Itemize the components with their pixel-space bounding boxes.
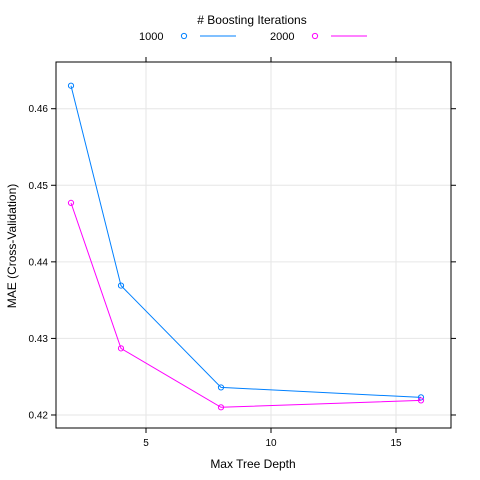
y-tick-label: 0.44 [29,257,49,268]
y-axis-label: MAE (Cross-Validation) [5,184,19,308]
y-tick-label: 0.43 [29,334,49,345]
legend-marker-2000 [311,32,319,40]
data-point-2000 [217,404,225,411]
y-tick-label: 0.42 [29,410,49,421]
legend-label-1000: 1000 [139,31,163,43]
series-layer [67,82,425,411]
data-point-1000 [117,282,125,289]
plot-frame [55,61,452,429]
series-line-1000 [70,85,422,398]
legend-label-2000: 2000 [270,31,294,43]
data-point-1000 [417,394,425,401]
legend: 1000 2000 [139,31,367,43]
data-point-1000 [67,82,75,89]
x-tick-label: 5 [143,438,149,449]
grid-lines [56,62,451,428]
data-point-2000 [417,397,425,404]
data-point-2000 [117,345,125,352]
data-point-1000 [217,384,225,391]
axis-ticks: 5 10 15 0.42 0.43 0.44 0.45 0.46 [29,57,456,449]
series-line-2000 [70,202,422,408]
legend-marker-1000 [180,32,188,40]
y-tick-label: 0.46 [29,104,49,115]
data-point-2000 [67,199,75,206]
y-tick-label: 0.45 [29,181,49,192]
x-tick-label: 10 [265,438,277,449]
x-tick-label: 15 [390,438,402,449]
x-axis-label: Max Tree Depth [210,457,295,471]
legend-title: # Boosting Iterations [197,13,306,27]
